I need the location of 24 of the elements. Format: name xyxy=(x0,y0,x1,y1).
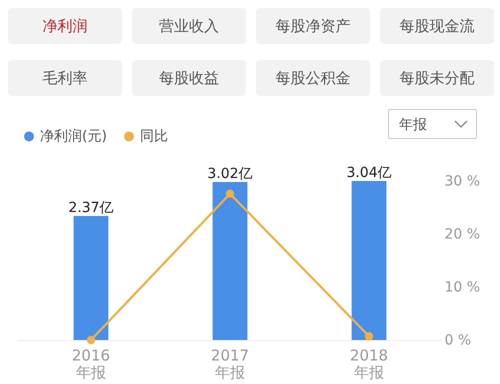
y2-tick-label: 0 % xyxy=(444,332,472,348)
tab-button: 净利润 xyxy=(8,8,122,44)
tab-button: 每股收益 xyxy=(132,60,246,96)
data-label: 2.37亿 xyxy=(68,200,114,216)
tab-button: 营业收入 xyxy=(132,8,246,44)
tab-button: 每股净资产 xyxy=(256,8,370,44)
y2-tick-label: 10 % xyxy=(444,280,480,296)
legend-label: 净利润(元) xyxy=(40,128,107,144)
tab-button: 每股公积金 xyxy=(256,60,370,96)
legend-label: 同比 xyxy=(140,128,168,144)
x-tick-label: 2018 年报 xyxy=(350,346,388,382)
y2-tick-label: 30 % xyxy=(444,174,480,190)
point xyxy=(226,190,234,198)
point xyxy=(86,336,96,344)
tab-button: 每股未分配 xyxy=(380,60,494,96)
data-label: 3.02亿 xyxy=(207,166,253,182)
point xyxy=(364,332,374,340)
x-tick-label: 2017 年报 xyxy=(210,346,250,382)
x-tick-label: 2016 年报 xyxy=(72,346,110,382)
tab-button: 毛利率 xyxy=(8,60,122,96)
y2-tick-label: 20 % xyxy=(444,226,480,242)
data-label: 3.04亿 xyxy=(346,165,392,181)
dropdown: 年报 xyxy=(388,109,477,139)
tab-button: 每股现金流 xyxy=(380,8,494,44)
